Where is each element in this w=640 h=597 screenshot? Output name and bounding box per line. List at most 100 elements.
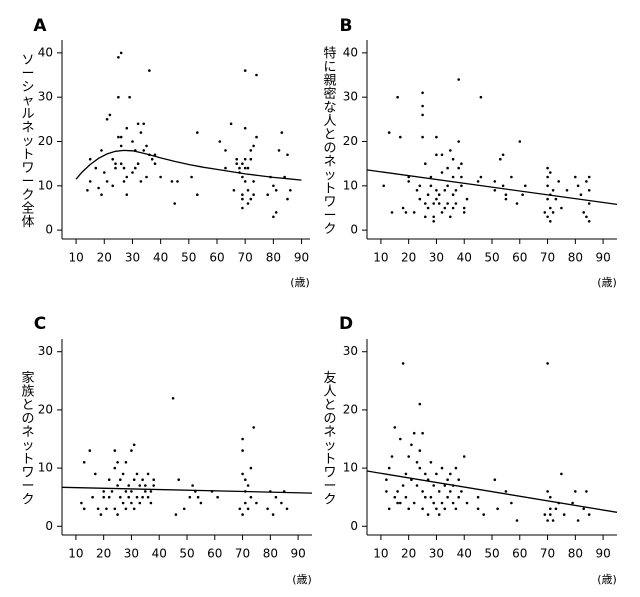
data-point	[252, 193, 255, 196]
data-point	[244, 478, 247, 482]
data-point	[546, 519, 549, 522]
data-point	[82, 461, 86, 464]
y-axis-label-char: 友	[323, 370, 336, 386]
data-point	[224, 166, 227, 170]
data-point	[482, 513, 486, 516]
data-point	[424, 202, 427, 205]
data-point	[145, 175, 148, 179]
data-point	[246, 507, 250, 511]
data-point	[435, 153, 438, 157]
data-point	[587, 220, 591, 223]
data-point	[130, 501, 133, 505]
data-point	[119, 495, 122, 499]
y-axis-label-char: ク	[323, 492, 336, 507]
trend-line	[366, 169, 618, 206]
data-point	[449, 490, 452, 493]
data-point	[243, 166, 247, 170]
data-point	[111, 157, 114, 161]
data-point	[252, 426, 255, 429]
y-tick-label: 40	[38, 45, 53, 59]
data-point	[117, 95, 120, 99]
y-axis-label-char: と	[323, 127, 336, 142]
data-point	[565, 189, 569, 192]
data-point	[255, 135, 258, 139]
trend-line	[366, 470, 618, 513]
data-point	[451, 206, 455, 210]
data-point	[396, 95, 399, 99]
data-point	[554, 507, 558, 511]
y-axis-label-char: ッ	[21, 134, 34, 149]
data-point	[136, 162, 140, 165]
data-point	[100, 149, 103, 152]
data-point	[579, 193, 583, 196]
x-axis-unit: (歳)	[292, 573, 312, 586]
data-point	[272, 215, 275, 219]
data-point	[107, 495, 111, 499]
data-point	[426, 206, 430, 210]
data-point	[457, 140, 461, 143]
data-point	[274, 495, 278, 499]
data-point	[435, 472, 438, 476]
data-point	[243, 69, 247, 72]
y-axis-label-char: ワ	[323, 465, 336, 480]
data-point	[249, 149, 253, 152]
data-point	[135, 472, 139, 476]
x-tick-label: 40	[457, 251, 472, 265]
data-point	[235, 157, 238, 161]
y-axis-label-char: ッ	[323, 438, 336, 453]
y-axis-label-char: ネ	[21, 121, 34, 136]
x-tick-label: 10	[373, 251, 388, 265]
data-point	[150, 157, 154, 161]
data-point	[142, 122, 145, 126]
data-point	[138, 501, 142, 505]
y-tick-label: 20	[38, 402, 53, 416]
data-point	[280, 501, 283, 505]
data-point	[82, 507, 86, 511]
data-point	[454, 202, 458, 205]
y-tick-label: 20	[38, 134, 53, 148]
data-point	[562, 513, 566, 516]
data-point	[94, 472, 97, 476]
data-point	[524, 184, 527, 188]
data-point	[549, 206, 552, 210]
data-point	[543, 211, 547, 214]
data-point	[114, 166, 117, 170]
y-axis-label-char: 体	[21, 215, 34, 230]
y-axis-label: 友人とのネットワーク	[323, 370, 336, 508]
y-axis-label-char: 族	[21, 383, 34, 399]
y-axis-label-char: ト	[21, 148, 34, 163]
y-tick-label: 10	[343, 461, 358, 475]
data-point	[457, 166, 461, 170]
data-point	[218, 140, 222, 143]
data-point	[387, 507, 391, 511]
data-point	[107, 478, 111, 482]
data-point	[271, 513, 275, 516]
y-axis-label-char: シ	[21, 80, 34, 95]
data-point	[435, 135, 438, 139]
data-point	[551, 211, 555, 214]
data-point	[232, 189, 236, 192]
data-point	[119, 478, 122, 482]
data-point	[401, 206, 405, 210]
data-point	[557, 180, 560, 183]
data-point	[432, 215, 436, 219]
data-point	[119, 162, 123, 165]
data-point	[476, 495, 480, 499]
x-tick-label: 70	[238, 251, 253, 265]
data-point	[249, 466, 253, 470]
data-point	[134, 149, 137, 152]
data-point	[437, 513, 441, 516]
data-point	[119, 135, 123, 139]
data-point	[415, 461, 419, 464]
y-axis-label-char: ー	[323, 208, 336, 223]
data-point	[382, 184, 386, 188]
y-axis-label-char: 全	[21, 201, 34, 217]
data-point	[543, 513, 547, 516]
data-point	[462, 211, 466, 214]
data-point	[241, 193, 244, 196]
data-point	[418, 466, 422, 470]
data-point	[521, 193, 524, 196]
data-point	[188, 495, 192, 499]
data-point	[462, 206, 466, 210]
data-point	[246, 484, 250, 487]
